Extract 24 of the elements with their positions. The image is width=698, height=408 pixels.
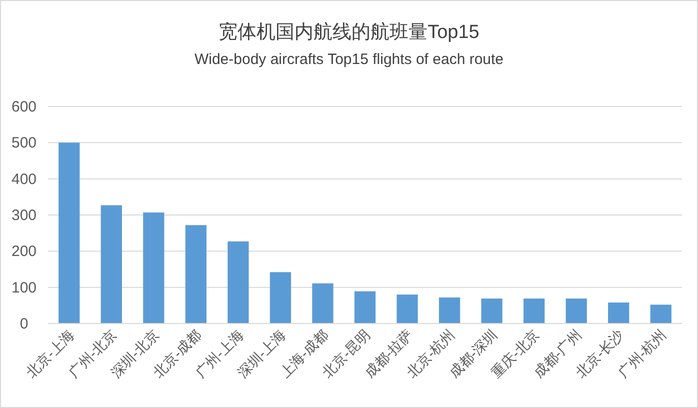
bar — [58, 142, 80, 324]
y-tick-label: 400 — [11, 170, 37, 188]
bar — [650, 304, 672, 324]
bar — [312, 283, 334, 324]
bar — [228, 241, 249, 324]
y-tick-label: 200 — [11, 243, 37, 260]
bar — [185, 225, 206, 324]
bar — [354, 291, 376, 324]
bar — [524, 298, 545, 324]
bar — [481, 298, 502, 324]
bar — [100, 205, 122, 324]
chart-subtitle: Wide-body aircrafts Top15 flights of each route — [194, 51, 504, 68]
y-tick-label: 600 — [11, 98, 37, 116]
chart-title: 宽体机国内航线的航班量Top15 — [218, 21, 480, 43]
y-tick-label: 500 — [11, 134, 37, 152]
bar — [438, 297, 460, 324]
bar — [143, 212, 164, 324]
y-tick-label: 300 — [11, 207, 37, 224]
bar — [608, 302, 630, 324]
bar — [270, 272, 292, 324]
bar — [396, 294, 418, 324]
y-tick-label: 0 — [20, 316, 28, 332]
bar — [566, 298, 587, 324]
y-tick-label: 100 — [11, 279, 37, 296]
